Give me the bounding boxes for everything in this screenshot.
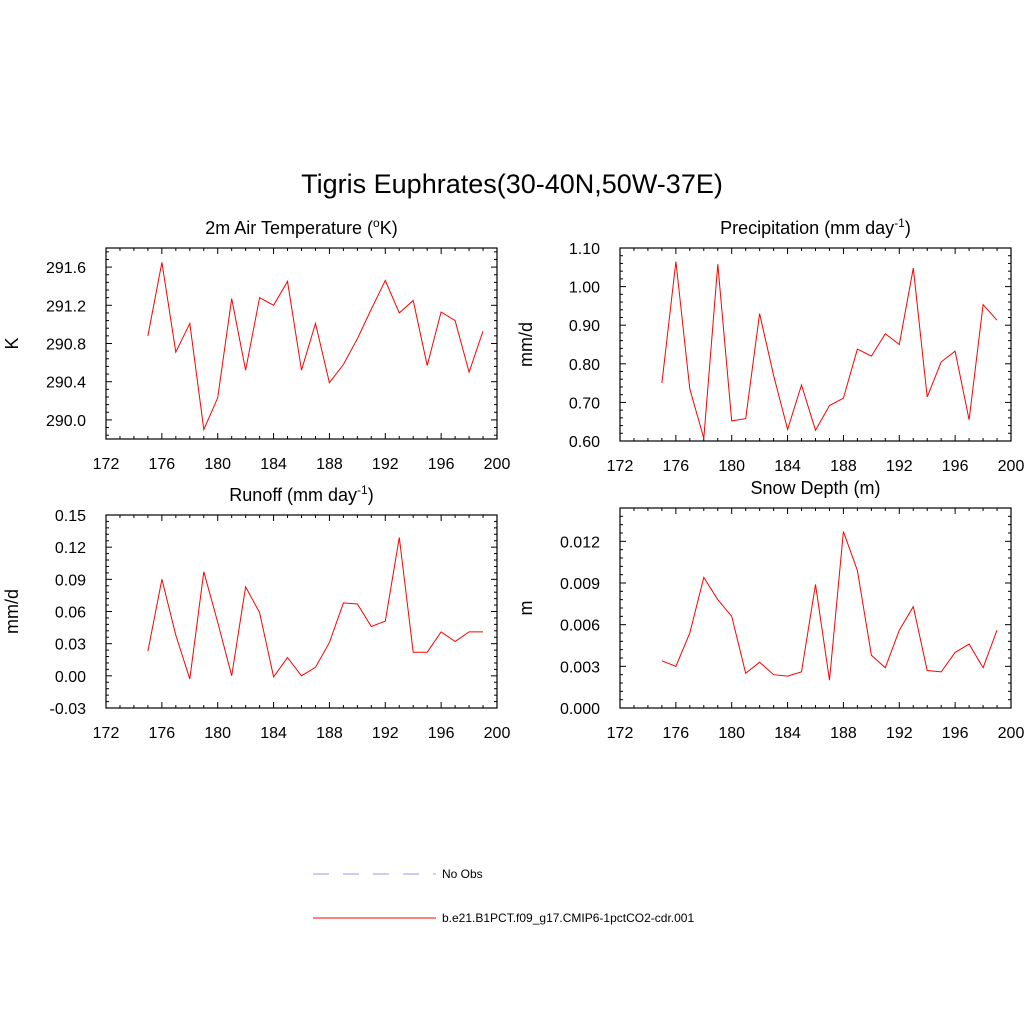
x-tick-label: 188 [316, 725, 343, 742]
x-tick-label: 176 [149, 456, 176, 473]
figure-title: Tigris Euphrates(30-40N,50W-37E) [301, 169, 723, 199]
x-tick-label: 196 [942, 725, 969, 742]
y-tick-label: 0.90 [569, 318, 600, 335]
panel-title: Snow Depth (m) [750, 478, 880, 498]
y-tick-label: 1.00 [569, 280, 600, 297]
panel-title: Runoff (mm day-1) [229, 483, 373, 505]
y-tick-label: 0.00 [55, 669, 86, 686]
panel-title-suffix: ) [905, 218, 911, 238]
series-line [147, 262, 484, 432]
legend: No Obs b.e21.B1PCT.f09_g17.CMIP6-1pctCO2-… [313, 867, 694, 925]
series-line [661, 261, 998, 439]
x-tick-label: 172 [93, 725, 120, 742]
y-axis-label: mm/d [516, 322, 536, 367]
x-tick-label: 176 [149, 725, 176, 742]
legend-label: b.e21.B1PCT.f09_g17.CMIP6-1pctCO2-cdr.00… [442, 911, 694, 925]
y-tick-label: 0.80 [569, 357, 600, 374]
x-tick-label: 192 [372, 725, 399, 742]
panel-4: 172 176 180 184 188 192 196 200 0.000 0.003 0.006 0… [516, 478, 1024, 742]
panel-title: Precipitation (mm day-1) [720, 216, 911, 238]
x-tick-label: 192 [372, 456, 399, 473]
panels: 172 176 180 184 188 192 196 200 290.0 290.4 290.8 2… [2, 216, 1024, 742]
y-tick-label: 0.006 [560, 618, 600, 635]
panel-title-superscript: o [373, 216, 380, 230]
y-tick-label: 291.2 [46, 298, 86, 315]
y-tick-label: -0.03 [50, 701, 87, 718]
x-tick-label: 180 [204, 725, 231, 742]
panel-title-suffix: K) [380, 218, 398, 238]
plot-frame [105, 247, 498, 440]
y-axis-label: m [516, 601, 536, 616]
plot-frame [619, 247, 1012, 442]
x-tick-label: 200 [484, 456, 511, 473]
x-tick-label: 188 [830, 458, 857, 475]
x-tick-label: 196 [428, 725, 455, 742]
x-tick-label: 192 [886, 725, 913, 742]
x-tick-label: 172 [93, 456, 120, 473]
x-tick-label: 176 [663, 458, 690, 475]
x-tick-label: 192 [886, 458, 913, 475]
x-tick-label: 188 [830, 725, 857, 742]
panel-title-suffix: ) [368, 485, 374, 505]
y-axis-label: K [2, 337, 22, 349]
x-tick-label: 180 [718, 725, 745, 742]
panel-title-text: Snow Depth (m) [750, 478, 880, 498]
x-tick-label: 184 [260, 456, 287, 473]
x-tick-label: 184 [774, 725, 801, 742]
y-tick-label: 0.09 [55, 572, 86, 589]
x-tick-label: 180 [718, 458, 745, 475]
panel-title-text: Runoff (mm day [229, 485, 357, 505]
y-tick-label: 290.8 [46, 337, 86, 354]
x-tick-label: 200 [484, 725, 511, 742]
plot-frame [619, 507, 1012, 709]
x-tick-label: 200 [998, 725, 1024, 742]
y-tick-label: 290.4 [46, 375, 86, 392]
y-tick-label: 0.06 [55, 605, 86, 622]
panel-title-superscript: -1 [357, 483, 368, 497]
x-tick-label: 172 [607, 458, 634, 475]
panel-title-superscript: -1 [894, 216, 905, 230]
y-tick-label: 0.12 [55, 540, 86, 557]
y-tick-label: 290.0 [46, 413, 86, 430]
x-tick-label: 200 [998, 458, 1024, 475]
y-tick-label: 291.6 [46, 260, 86, 277]
x-tick-label: 176 [663, 725, 690, 742]
panel-title: 2m Air Temperature (oK) [205, 216, 397, 238]
y-tick-label: 0.15 [55, 508, 86, 525]
panel-3: 172 176 180 184 188 192 196 200 -0.03 0.00 0.03 0.0… [2, 483, 510, 742]
series-line [147, 537, 483, 680]
y-tick-label: 0.012 [560, 534, 600, 551]
y-axis-label: mm/d [2, 589, 22, 634]
x-tick-label: 180 [204, 456, 231, 473]
series-line [661, 531, 998, 681]
x-tick-label: 196 [428, 456, 455, 473]
y-tick-label: 1.10 [569, 241, 600, 258]
y-tick-label: 0.03 [55, 637, 86, 654]
x-tick-label: 188 [316, 456, 343, 473]
y-tick-label: 0.70 [569, 395, 600, 412]
legend-label: No Obs [442, 867, 483, 881]
panel-title-text: 2m Air Temperature ( [205, 218, 373, 238]
x-tick-label: 184 [260, 725, 287, 742]
panel-1: 172 176 180 184 188 192 196 200 290.0 290.4 290.8 2… [2, 216, 510, 473]
y-tick-label: 0.60 [569, 434, 600, 451]
x-tick-label: 184 [774, 458, 801, 475]
plot-frame [105, 514, 498, 709]
y-tick-label: 0.003 [560, 659, 600, 676]
y-tick-label: 0.009 [560, 576, 600, 593]
x-tick-label: 172 [607, 725, 634, 742]
y-tick-label: 0.000 [560, 701, 600, 718]
panel-2: 172 176 180 184 188 192 196 200 0.60 0.70 0.80 0.90… [516, 216, 1024, 475]
x-tick-label: 196 [942, 458, 969, 475]
panel-title-text: Precipitation (mm day [720, 218, 894, 238]
